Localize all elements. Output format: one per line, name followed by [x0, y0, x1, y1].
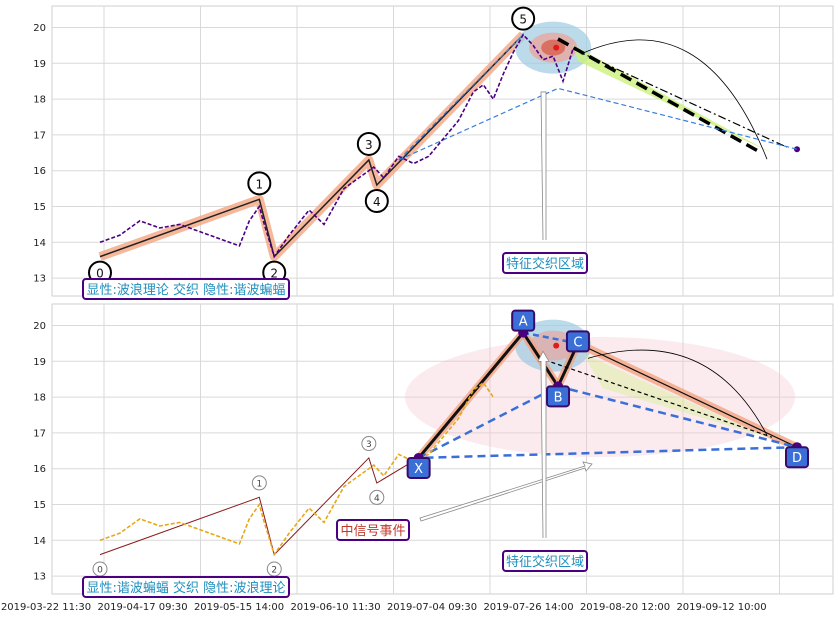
signal-arrow: [419, 461, 593, 522]
x-tick-label: 2019-07-04 09:30: [387, 602, 477, 613]
wave-point-marker: [369, 489, 385, 505]
top-panel-y-ticks: 13 14 15 16 17 18 19 20: [33, 23, 46, 285]
y-tick-label: 17: [33, 428, 46, 439]
harmonic-point-label: D: [792, 451, 802, 466]
top-panel-series: [99, 33, 574, 259]
wave-point-label: 4: [373, 195, 381, 209]
bottom-panel-wave-points: 0 1 2 3 4: [92, 436, 385, 577]
signal-event-text: 中信号事件: [340, 524, 405, 539]
projection-zone: [582, 353, 767, 438]
y-tick-label: 13: [33, 572, 46, 583]
harmonic-point-box: [406, 456, 431, 479]
y-tick-label: 14: [33, 536, 46, 547]
bottom-annotation-box: 特征交织区域: [502, 550, 588, 572]
y-tick-label: 16: [33, 464, 46, 475]
projection-arc: [580, 39, 768, 160]
y-tick-label: 20: [33, 23, 46, 34]
harmonic-leg: [417, 331, 525, 459]
projection-dashed: [537, 357, 773, 438]
signal-event-box: 中信号事件: [336, 519, 410, 541]
y-tick-label: 13: [33, 274, 46, 285]
wave-point-label: 1: [255, 177, 263, 191]
y-tick-label: 19: [33, 357, 46, 368]
projection-end-dot: [794, 146, 800, 153]
wave-point-label: 4: [374, 494, 380, 504]
y-tick-label: 20: [33, 321, 46, 332]
bottom-panel-x-ticks: 2019-03-22 11:30 2019-04-17 09:30 2019-05-…: [1, 602, 767, 613]
focus-center-dot: [553, 342, 560, 349]
harmonic-point-box: [546, 385, 571, 408]
wave-point-marker: [364, 189, 389, 214]
harmonic-point-label: C: [573, 335, 582, 350]
x-tick-label: 2019-04-17 09:30: [97, 602, 187, 613]
y-tick-label: 18: [33, 393, 46, 404]
wave-point-label: 3: [366, 440, 372, 450]
wave-path: [99, 34, 524, 259]
wave-point-label: 3: [365, 138, 373, 152]
wave-point-marker: [361, 436, 377, 452]
y-tick-label: 16: [33, 166, 46, 177]
top-annotation-box: 特征交织区域: [502, 252, 588, 274]
top-legend-box: 显性:波浪理论 交织 隐性:谐波蝙蝠: [82, 278, 290, 300]
top-panel-frame: [51, 5, 834, 297]
bottom-legend-box: 显性:谐波蝙蝠 交织 隐性:波浪理论: [82, 576, 290, 598]
wave-point-label: 2: [271, 566, 277, 576]
top-panel-decorations: [98, 21, 800, 262]
top-panel-wave-points: 0 1 2 3 4 5: [88, 6, 536, 285]
harmonic-point-label: X: [414, 462, 423, 477]
y-tick-label: 14: [33, 238, 46, 249]
harmonic-point-box: [785, 446, 809, 469]
blue-dashed-xa: [398, 34, 524, 161]
y-tick-label: 18: [33, 95, 46, 106]
wave-point-marker: [511, 6, 536, 31]
y-tick-label: 15: [33, 500, 46, 511]
price-series-line: [99, 381, 494, 557]
bottom-panel-series: [99, 381, 494, 557]
x-tick-label: 2019-08-20 12:00: [580, 602, 670, 613]
wave-point-label: 0: [97, 566, 103, 576]
harmonic-point-label: A: [519, 315, 528, 330]
blue-dashed-lines: [398, 87, 798, 161]
bottom-legend-text: 显性:谐波蝙蝠 交织 隐性:波浪理论: [86, 580, 285, 596]
projection-dashdot: [572, 48, 788, 148]
bottom-panel-harmonic-points: X A B C D: [406, 309, 809, 479]
harmonic-point-box: [511, 309, 536, 332]
top-panel-grid: [52, 6, 833, 296]
wave-point-marker: [251, 475, 267, 491]
wave-path: [99, 457, 419, 556]
top-panel: 13 14 15 16 17 18 19 20 0 1 2 3 4 5 特征交织区域 显性:波浪理论 交…: [33, 5, 834, 300]
wave-point-label: 0: [96, 267, 104, 281]
harmonic-point-box: [565, 330, 590, 353]
wave-point-marker: [247, 171, 272, 196]
x-tick-label: 2019-03-22 11:30: [1, 602, 91, 613]
wave-point-label: 5: [519, 13, 527, 27]
callout-pointer: [537, 350, 550, 539]
wave-point-label: 1: [256, 479, 262, 489]
top-legend-text: 显性:波浪理论 交织 隐性:谐波蝙蝠: [86, 282, 285, 298]
harmonic-point-label: B: [554, 390, 563, 405]
harmonic-leg: [577, 342, 798, 448]
callout-pointer: [540, 91, 547, 241]
y-tick-label: 15: [33, 202, 46, 213]
bottom-panel-decorations: [99, 319, 799, 556]
x-tick-label: 2019-07-26 14:00: [483, 602, 573, 613]
x-tick-label: 2019-05-15 14:00: [194, 602, 284, 613]
bottom-annotation-text: 特征交织区域: [506, 554, 584, 570]
x-tick-label: 2019-09-12 10:00: [676, 602, 766, 613]
focus-center-dot: [553, 44, 560, 51]
bottom-panel-y-ticks: 13 14 15 16 17 18 19 20: [33, 321, 46, 583]
x-tick-label: 2019-06-10 11:30: [290, 602, 380, 613]
price-series-line: [99, 33, 574, 259]
projection-arc: [587, 349, 768, 436]
bottom-panel-grid: [52, 304, 833, 594]
wave-point-marker: [356, 131, 381, 156]
wave-point-label: 2: [270, 267, 278, 281]
xbd-dashed: [418, 385, 798, 460]
top-annotation-text: 特征交织区域: [506, 256, 584, 272]
y-tick-label: 17: [33, 130, 46, 141]
y-tick-label: 19: [33, 59, 46, 70]
